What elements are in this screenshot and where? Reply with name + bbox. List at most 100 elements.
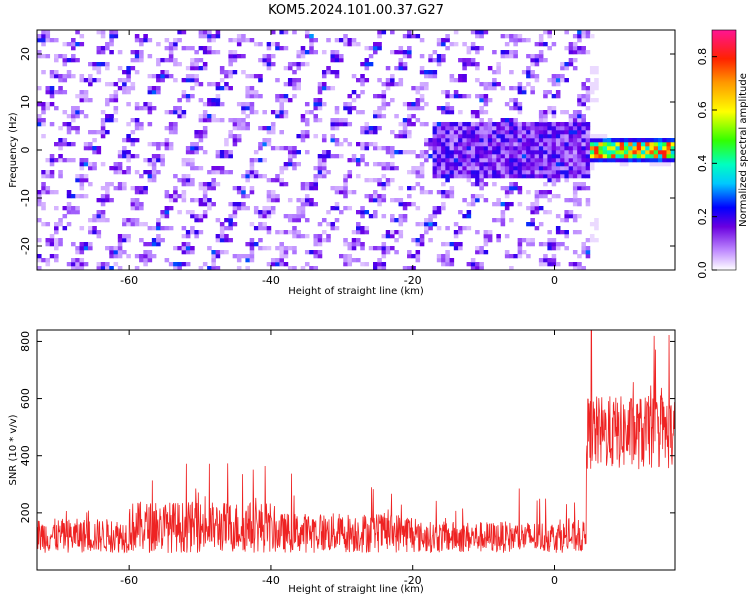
spectrogram-cell: [479, 98, 484, 103]
spectrogram-cell: [360, 206, 365, 211]
spectrogram-cell: [428, 74, 433, 79]
spectrogram-cell: [564, 130, 569, 135]
spectrogram-cell: [275, 110, 280, 115]
spectrogram-cell: [168, 74, 174, 79]
spectrogram-cell: [283, 246, 289, 251]
spectrogram-cell: [475, 182, 480, 187]
spectrogram-cell: [543, 90, 548, 95]
spectrogram-cell: [589, 146, 595, 151]
spectrogram-cell: [88, 162, 93, 167]
spectrogram-cell: [202, 190, 208, 195]
spectrogram-cell: [296, 66, 301, 71]
spectrogram-cell: [640, 154, 646, 159]
spectrogram-cell: [585, 166, 591, 171]
spectrogram-cell: [640, 158, 646, 163]
spectrogram-cell: [538, 146, 544, 151]
spectrogram-cell: [432, 134, 438, 139]
spectrogram-cell: [381, 102, 387, 107]
spectrogram-cell: [275, 194, 280, 199]
spectrogram-cell: [71, 42, 76, 47]
spectrogram-cell: [262, 58, 267, 63]
spectrogram-cell: [249, 238, 255, 243]
spectrogram-cell: [555, 122, 561, 127]
spectrogram-cell: [232, 206, 238, 211]
spectrogram-cell: [92, 166, 97, 171]
spectrogram-cell: [377, 94, 382, 99]
spectrogram-cell: [54, 226, 59, 231]
spectrogram-cell: [202, 186, 208, 191]
spectrogram-cell: [462, 66, 467, 71]
spectrogram-cell: [568, 162, 574, 167]
spectrogram-cell: [37, 54, 42, 59]
spectrogram-cell: [572, 202, 578, 207]
spectrogram-cell: [211, 254, 216, 259]
spectrogram-cell: [585, 30, 591, 35]
spectrogram-cell: [449, 166, 455, 171]
spectrogram-cell: [585, 106, 591, 111]
spectrogram-cell: [117, 238, 123, 243]
spectrogram-cell: [275, 94, 280, 99]
spectrogram-cell: [598, 138, 603, 143]
spectrogram-cell: [66, 74, 72, 79]
spectrogram-cell: [466, 226, 472, 231]
spectrogram-cell: [215, 166, 221, 171]
spectrogram-cell: [279, 102, 284, 107]
spectrogram-cell: [134, 106, 140, 111]
spectrogram-cell: [83, 158, 89, 163]
spectrogram-cell: [623, 154, 629, 159]
spectrogram-cell: [96, 266, 102, 271]
spectrogram-cell: [594, 78, 599, 83]
spectrogram-cell: [547, 46, 552, 51]
spectrogram-cell: [445, 46, 450, 51]
spectrogram-cell: [338, 118, 344, 123]
spectrogram-cell: [555, 242, 561, 247]
spectrogram-cell: [151, 158, 157, 163]
spectrogram-cell: [360, 214, 365, 219]
spectrogram-cell: [232, 138, 238, 143]
spectrogram-cell: [445, 106, 450, 111]
spectrogram-cell: [526, 130, 531, 135]
spectrogram-cell: [45, 238, 51, 243]
spectrogram-cell: [436, 158, 442, 163]
spectrogram-cell: [313, 118, 319, 123]
spectrogram-cell: [113, 94, 119, 99]
spectrogram-cell: [130, 206, 136, 211]
spectrogram-cell: [343, 186, 348, 191]
spectrogram-cell: [330, 134, 336, 139]
spectrogram-cell: [534, 142, 540, 147]
spectrogram-cell: [585, 142, 591, 147]
spectrogram-cell: [147, 38, 153, 43]
spectrogram-cell: [151, 254, 157, 259]
spectrogram-cell: [517, 246, 523, 251]
spectrogram-cell: [173, 126, 178, 131]
spectrogram-cell: [492, 146, 497, 151]
spectrogram-cell: [632, 158, 638, 163]
spectrogram-cell: [236, 202, 242, 207]
spectrogram-cell: [504, 50, 510, 55]
spectrogram-cell: [530, 86, 535, 91]
spectrogram-cell: [538, 150, 544, 155]
spectrogram-cell: [96, 218, 102, 223]
spectrogram-cell: [249, 90, 255, 95]
spectrogram-cell: [317, 118, 323, 123]
spectrogram-cell: [398, 50, 404, 55]
spectrogram-cell: [666, 158, 672, 163]
spectrogram-cell: [483, 154, 489, 159]
spectrogram-cell: [109, 250, 114, 255]
spectrogram-cell: [41, 118, 46, 123]
spectrogram-cell: [198, 214, 204, 219]
spectrogram-cell: [419, 94, 425, 99]
spectrogram-cell: [492, 158, 497, 163]
spectrogram-cell: [543, 158, 548, 163]
spectrogram-cell: [572, 174, 578, 179]
spectrogram-cell: [462, 122, 467, 127]
colorbar-ticks: 0.00.20.40.60.8: [696, 48, 717, 279]
spectrogram-cell: [202, 134, 208, 139]
spectrogram-cell: [560, 122, 565, 127]
spectrogram-cell: [334, 54, 340, 59]
spectrogram-cell: [258, 226, 263, 231]
spectrogram-cell: [436, 166, 442, 171]
spectrogram-cell: [100, 30, 106, 35]
spectrogram-cell: [164, 46, 170, 51]
spectrogram-cell: [168, 110, 174, 115]
